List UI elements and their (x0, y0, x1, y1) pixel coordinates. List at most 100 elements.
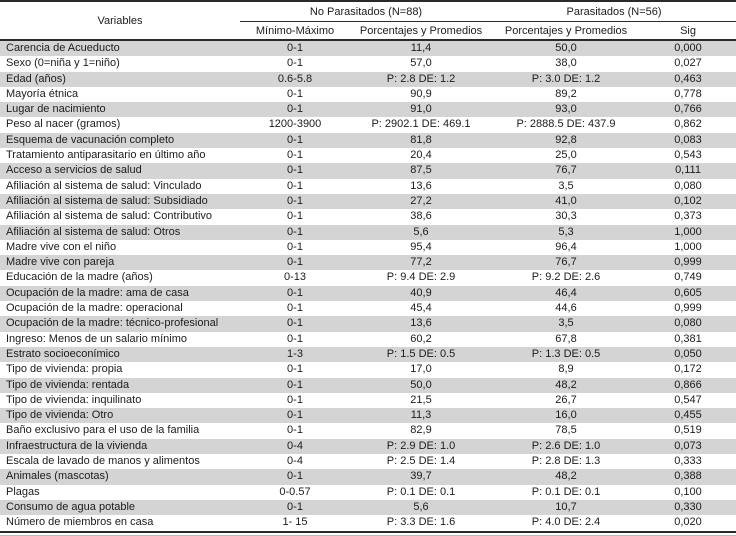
cell-no-parasitados: 82,9 (410, 424, 432, 437)
cell-no-parasitados: P: 9.4 DE: 2.9 (386, 271, 456, 284)
cell-no-parasitados: 13,6 (350, 316, 493, 332)
cell-sig: 0,862 (674, 118, 702, 131)
cell-variable: Tipo de vivienda: propia (6, 363, 123, 376)
cell-variable: Tipo de vivienda: inquilinato (6, 393, 142, 406)
cell-no-parasitados: 57,0 (410, 57, 432, 70)
cell-parasitados: 38,0 (555, 57, 577, 70)
cell-variable: Tratamiento antiparasitario en último añ… (6, 149, 206, 162)
cell-parasitados: 48,2 (492, 377, 641, 393)
table-row: Infraestructura de la vivienda 0-4 P: 2.… (0, 438, 736, 455)
cell-sig: 0,519 (674, 424, 702, 437)
cell-parasitados: 30,3 (555, 210, 577, 223)
cell-variable: Acceso a servicios de salud (0, 163, 240, 179)
column-header-sig: Sig (640, 21, 736, 41)
cell-no-parasitados: 90,9 (410, 87, 432, 100)
cell-no-parasitados: 39,7 (350, 469, 493, 485)
cell-no-parasitados: 5,6 (350, 499, 493, 516)
cell-min-max: 1- 15 (282, 516, 308, 529)
cell-no-parasitados: 40,9 (350, 285, 493, 302)
cell-parasitados: P: 3.0 DE: 1.2 (492, 71, 641, 87)
cell-no-parasitados: P: 2.9 DE: 1.0 (350, 438, 493, 455)
cell-min-max: 0-1 (287, 363, 303, 376)
cell-parasitados: 46,4 (492, 285, 641, 302)
cell-parasitados: P: 2.8 DE: 1.3 (531, 455, 601, 468)
cell-parasitados: 67,8 (555, 332, 577, 345)
table-bottom-rule (0, 530, 736, 533)
table-row: Acceso a servicios de salud 0-1 87,5 76,… (0, 163, 736, 179)
cell-parasitados: 10,7 (492, 499, 641, 516)
column-header-pct-no-parasitados: Porcentajes y Promedios (350, 21, 493, 41)
table-row: Animales (mascotas) 0-1 39,7 48,2 0,388 (0, 469, 736, 485)
cell-variable: Número de miembros en casa (6, 516, 154, 529)
cell-parasitados: 5,3 (492, 224, 641, 240)
cell-variable: Lugar de nacimiento (0, 102, 240, 118)
cell-sig: 0,381 (674, 332, 702, 345)
cell-sig: 0,080 (674, 179, 702, 192)
cell-variable: Sexo (0=niña y 1=niño) (6, 57, 120, 70)
table-row: Estrato socioeconímico 1-3 P: 1.5 DE: 0.… (0, 346, 736, 363)
table-row: Plagas 0-0.57 P: 0.1 DE: 0.1 P: 0.1 DE: … (0, 485, 736, 500)
cell-min-max: 0-4 (287, 455, 303, 468)
cell-sig: 0,605 (640, 285, 736, 302)
table-row: Afiliación al sistema de salud: Contribu… (0, 209, 736, 224)
cell-min-max: 0-1 (240, 377, 350, 393)
cell-no-parasitados: 60,2 (410, 332, 432, 345)
cell-no-parasitados: 95,4 (410, 240, 432, 253)
cell-min-max: 0-13 (283, 271, 307, 284)
cell-variable: Infraestructura de la vivienda (0, 438, 240, 455)
cell-parasitados: P: 2888.5 DE: 437.9 (516, 118, 616, 131)
cell-variable: Madre vive con pareja (0, 255, 240, 271)
cell-no-parasitados: 17,0 (410, 363, 432, 376)
group-header-no-parasitados: No Parasitados (N=88) (240, 1, 493, 22)
cell-parasitados: 44,6 (555, 302, 577, 315)
cell-sig: 0,999 (674, 302, 702, 315)
cell-sig: 0,330 (640, 499, 736, 516)
cell-parasitados: 3,5 (492, 316, 641, 332)
table-row: Baño exclusivo para el uso de la familia… (0, 423, 736, 438)
cell-min-max: 0-1 (287, 302, 303, 315)
column-header-variables: Variables (0, 1, 240, 41)
cell-variable: Ocupación de la madre: técnico-profesion… (0, 316, 240, 332)
cell-sig: 1,000 (674, 240, 702, 253)
table-row: Tratamiento antiparasitario en último añ… (0, 148, 736, 163)
cell-parasitados: 78,5 (555, 424, 577, 437)
cell-sig: 0,333 (674, 455, 702, 468)
cell-variable: Afiliación al sistema de salud: Vinculad… (6, 179, 202, 192)
cell-no-parasitados: P: 1.5 DE: 0.5 (350, 346, 493, 363)
cell-sig: 0,050 (640, 346, 736, 363)
cell-min-max: 0-1 (287, 424, 303, 437)
cell-sig: 0,866 (640, 377, 736, 393)
cell-parasitados: P: 2.6 DE: 1.0 (492, 438, 641, 455)
cell-variable: Esquema de vacunación completo (0, 132, 240, 149)
cell-parasitados: 16,0 (492, 408, 641, 424)
cell-min-max: 0-1 (240, 285, 350, 302)
cell-variable: Baño exclusivo para el uso de la familia (6, 424, 200, 437)
table-row: Escala de lavado de manos y alimentos 0-… (0, 454, 736, 469)
cell-parasitados: 25,0 (555, 149, 577, 162)
cell-sig: 0,547 (674, 393, 702, 406)
table-row: Educación de la madre (años) 0-13 P: 9.4… (0, 270, 736, 285)
cell-min-max: 0-1 (240, 193, 350, 210)
table-row: Esquema de vacunación completo 0-1 81,8 … (0, 132, 736, 149)
cell-variable: Ingreso: Menos de un salario mínimo (6, 332, 187, 345)
table-row: Madre vive con el niño 0-1 95,4 96,4 1,0… (0, 240, 736, 255)
cell-no-parasitados: 45,4 (410, 302, 432, 315)
cell-sig: 0,388 (640, 469, 736, 485)
cell-min-max: 0-1 (240, 102, 350, 118)
cell-variable: Ocupación de la madre: operacional (6, 302, 183, 315)
cell-no-parasitados: P: 2.8 DE: 1.2 (350, 71, 493, 87)
cell-sig: 0,766 (640, 102, 736, 118)
cell-no-parasitados: 87,5 (350, 163, 493, 179)
cell-parasitados: 48,2 (492, 469, 641, 485)
header-subcolumn-row: Mínimo-Máximo Porcentajes y Promedios Po… (0, 21, 736, 41)
cell-parasitados: 89,2 (555, 87, 577, 100)
cell-sig: 0,778 (674, 87, 702, 100)
cell-sig: 0,373 (674, 210, 702, 223)
cell-no-parasitados: 11,4 (350, 40, 493, 57)
cell-variable: Estrato socioeconímico (0, 346, 240, 363)
table-row: Afiliación al sistema de salud: Otros 0-… (0, 224, 736, 240)
cell-no-parasitados: 81,8 (350, 132, 493, 149)
table-row: Número de miembros en casa 1- 15 P: 3.3 … (0, 515, 736, 530)
table-row: Edad (años) 0.6-5.8 P: 2.8 DE: 1.2 P: 3.… (0, 71, 736, 87)
cell-min-max: 0-1 (240, 163, 350, 179)
